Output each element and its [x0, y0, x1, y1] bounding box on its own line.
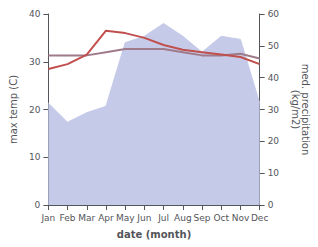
svg-text:Feb: Feb: [60, 213, 76, 223]
svg-text:Jan: Jan: [40, 213, 55, 223]
svg-text:Apr: Apr: [98, 213, 114, 223]
svg-text:20: 20: [29, 105, 41, 115]
svg-text:Mar: Mar: [78, 213, 95, 223]
svg-text:date (month): date (month): [117, 229, 191, 240]
svg-text:30: 30: [29, 57, 41, 67]
svg-text:40: 40: [29, 9, 41, 19]
svg-text:20: 20: [268, 136, 280, 146]
svg-text:Jul: Jul: [157, 213, 169, 223]
svg-text:0: 0: [268, 200, 274, 210]
svg-text:Sep: Sep: [194, 213, 211, 223]
svg-text:40: 40: [268, 73, 280, 83]
svg-text:(kg/m2): (kg/m2): [290, 90, 301, 130]
svg-text:10: 10: [29, 152, 41, 162]
svg-text:10: 10: [268, 168, 280, 178]
svg-text:0: 0: [35, 200, 41, 210]
svg-text:Dec: Dec: [251, 213, 268, 223]
svg-text:60: 60: [268, 9, 280, 19]
svg-text:30: 30: [268, 105, 280, 115]
svg-text:max temp (C): max temp (C): [8, 75, 19, 144]
svg-text:Nov: Nov: [232, 213, 250, 223]
svg-text:med. precipitation: med. precipitation: [299, 63, 311, 156]
svg-text:Aug: Aug: [174, 213, 192, 223]
svg-text:May: May: [116, 213, 135, 223]
svg-text:Oct: Oct: [213, 213, 229, 223]
svg-text:50: 50: [268, 41, 280, 51]
svg-text:Jun: Jun: [136, 213, 151, 223]
